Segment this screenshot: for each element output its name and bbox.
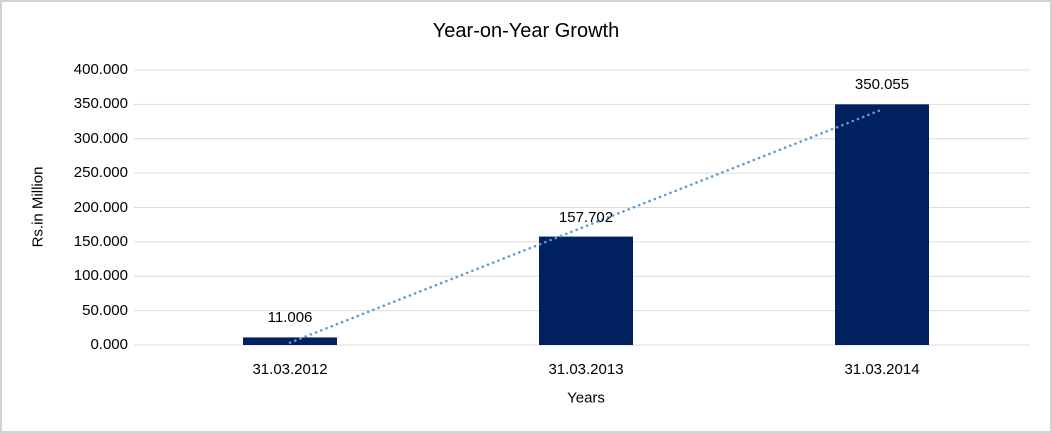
y-tick-label: 100.000 xyxy=(73,267,128,285)
bar-31.03.2013[interactable] xyxy=(539,236,633,345)
y-tick-label: 200.000 xyxy=(73,198,128,216)
chart-title: Year-on-Year Growth xyxy=(432,20,620,42)
y-tick-label: 50.000 xyxy=(82,301,128,319)
bar-31.03.2012[interactable] xyxy=(243,337,337,345)
data-label: 350.055 xyxy=(854,76,910,94)
y-tick-label: 300.000 xyxy=(73,129,128,147)
trendline[interactable] xyxy=(288,108,884,344)
y-tick-label: 0.000 xyxy=(90,336,128,353)
y-tick-label: 350.000 xyxy=(73,95,128,113)
x-axis-title: Years xyxy=(567,389,605,407)
category-label: 31.03.2014 xyxy=(844,361,920,378)
data-label: 157.702 xyxy=(558,208,614,226)
category-label: 31.03.2012 xyxy=(252,361,328,378)
y-tick-label: 400.000 xyxy=(73,61,128,78)
data-label: 11.006 xyxy=(267,309,313,327)
bar-31.03.2014[interactable] xyxy=(835,104,929,345)
y-tick-label: 150.000 xyxy=(73,232,128,250)
y-tick-label: 250.000 xyxy=(73,164,128,182)
category-label: 31.03.2013 xyxy=(548,361,624,378)
